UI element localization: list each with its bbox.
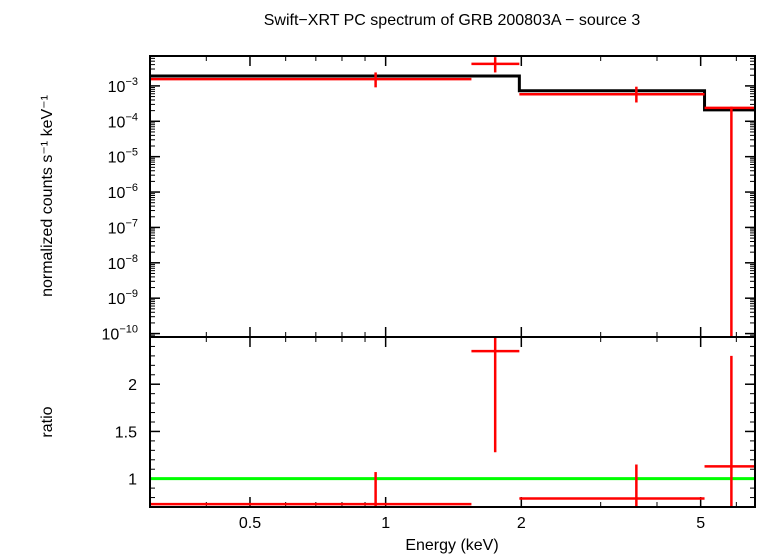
y-tick-mantissa: 10 [108,79,126,96]
y-tick-exponent: −5 [125,147,138,159]
y-tick-label: 10−4 [108,111,138,131]
ratio-y-ticks: 11.52 [115,345,755,499]
ratio-x-ticks: 0.5 1 2 5 [149,337,737,532]
y-tick-mantissa: 10 [108,150,126,167]
x-tick-label: 1 [381,515,390,532]
ratio-data-point [150,472,472,507]
y-tick-mantissa: 10 [108,185,126,202]
ratio-data-point [704,355,755,507]
ratio-frame [149,336,756,508]
y-tick-mantissa: 10 [108,291,126,308]
y-tick-mantissa: 10 [102,327,120,344]
x-tick-label: 5 [696,515,705,532]
x-tick-label: 2 [517,515,526,532]
y-tick-label: 10−5 [108,147,138,167]
ratio-panel: 11.52 0.5 1 2 5 [115,336,756,532]
y-tick-mantissa: 10 [108,220,126,237]
spectrum-data-point [150,72,472,88]
y-tick-label: 10−10 [102,324,138,344]
spectrum-data-point [519,86,705,103]
model-step-line [150,74,755,112]
spectrum-frame [149,55,756,338]
y-tick-label: 10−7 [108,217,138,237]
y-tick-mantissa: 10 [108,256,126,273]
y-tick-label: 1 [128,472,137,489]
spectrum-y-ticks: 10−310−410−510−610−710−810−910−10 [102,55,755,344]
y-tick-exponent: −6 [125,182,138,194]
y-tick-label: 10−8 [108,253,138,273]
y-tick-exponent: −9 [125,288,138,300]
spectrum-data-points [150,57,755,337]
chart-title: Swift−XRT PC spectrum of GRB 200803A − s… [264,12,641,29]
spectrum-x-ticks [149,56,737,337]
spectrum-panel: 10−310−410−510−610−710−810−910−10 [102,55,756,344]
ratio-y-axis-label: ratio [39,406,56,437]
x-tick-label: 0.5 [239,515,261,532]
x-axis-label: Energy (keV) [405,537,498,554]
y-tick-exponent: −7 [125,217,138,229]
y-tick-label: 10−9 [108,288,138,308]
y-tick-label: 2 [128,377,137,394]
ratio-data-point [471,337,520,453]
ratio-data-points [150,337,755,507]
spectrum-y-axis-label: normalized counts s⁻¹ keV⁻¹ [39,95,56,297]
y-tick-mantissa: 10 [108,114,126,131]
y-tick-exponent: −3 [125,76,138,88]
ratio-data-point [519,464,705,507]
y-tick-exponent: −8 [125,253,138,265]
y-tick-label: 1.5 [115,424,137,441]
spectrum-data-point [704,106,755,337]
spectrum-data-point [471,57,520,73]
y-tick-label: 10−6 [108,182,138,202]
y-tick-exponent: −4 [125,111,138,123]
y-tick-label: 10−3 [108,76,138,96]
y-tick-exponent: −10 [119,324,138,336]
model-curve [150,74,755,112]
